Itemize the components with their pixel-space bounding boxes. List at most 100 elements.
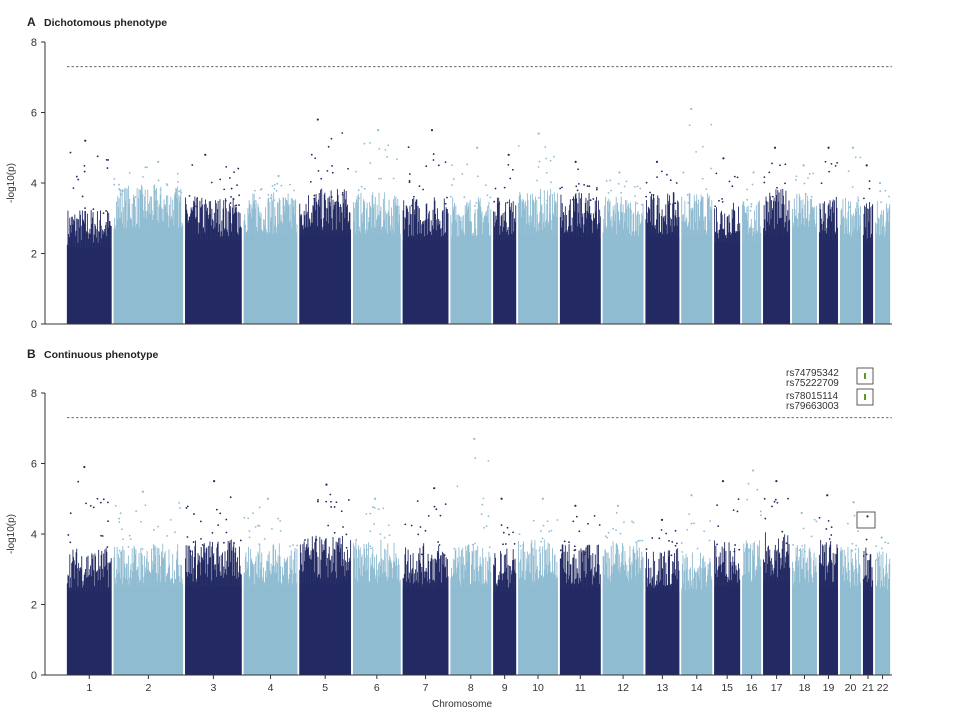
chromosome-21-points xyxy=(862,515,874,675)
snp-density-block xyxy=(763,235,790,324)
snp-point xyxy=(269,197,272,200)
snp-point xyxy=(623,185,626,188)
snp-point xyxy=(114,504,117,507)
snp-point xyxy=(72,187,75,190)
snp-point xyxy=(437,541,440,543)
snp-point xyxy=(573,545,576,548)
snp-point xyxy=(665,532,668,535)
snp-point xyxy=(119,512,122,515)
snp-peak-point xyxy=(84,139,87,142)
snp-peak-point xyxy=(325,483,328,486)
snp-point xyxy=(224,199,227,202)
snp-point xyxy=(661,170,663,173)
x-tick-label: 22 xyxy=(877,682,889,694)
annotation-box xyxy=(856,367,874,385)
snp-point xyxy=(340,510,343,513)
snp-point xyxy=(587,522,589,525)
snp-point xyxy=(578,530,581,533)
y-tick-label: 2 xyxy=(31,249,37,261)
snp-point xyxy=(509,177,512,180)
snp-point xyxy=(498,202,501,205)
annotation-highlight-box xyxy=(856,511,876,529)
snp-point xyxy=(327,524,330,527)
snp-point xyxy=(157,179,160,182)
snp-point xyxy=(639,187,642,190)
snp-point xyxy=(248,530,251,533)
snp-point xyxy=(69,541,72,544)
snp-point xyxy=(468,553,471,556)
snp-point xyxy=(605,180,608,182)
snp-point xyxy=(545,171,548,174)
snp-point xyxy=(846,522,849,525)
x-tick-label: 17 xyxy=(771,682,783,694)
snp-point xyxy=(589,199,592,202)
snp-point xyxy=(152,548,155,551)
snp-point xyxy=(787,497,789,500)
snp-point xyxy=(820,182,823,185)
snp-point xyxy=(252,512,254,515)
snp-point xyxy=(118,183,120,186)
snp-point xyxy=(141,194,144,197)
snp-point xyxy=(774,498,777,501)
snp-point xyxy=(408,180,411,182)
snp-point xyxy=(92,208,95,211)
snp-density-block xyxy=(681,593,713,675)
snp-density-block xyxy=(493,591,517,675)
snp-point xyxy=(101,535,104,537)
chromosome-1-points xyxy=(66,139,112,324)
snp-point xyxy=(347,499,350,501)
snp-point xyxy=(384,148,387,151)
snp-point xyxy=(296,544,298,547)
snp-point xyxy=(830,526,833,529)
snp-peak-point xyxy=(213,480,216,483)
snp-point xyxy=(480,513,483,515)
snp-point xyxy=(504,543,507,545)
snp-point xyxy=(273,199,276,202)
snp-peak-point xyxy=(660,518,664,522)
snp-point xyxy=(548,530,551,533)
snp-point xyxy=(880,201,882,204)
snp-peak-point xyxy=(141,490,145,493)
snp-point xyxy=(419,526,422,528)
snp-point xyxy=(868,180,871,183)
snp-peak-point xyxy=(616,504,620,507)
snp-point xyxy=(192,541,195,543)
snp-point xyxy=(225,531,228,534)
snp-point xyxy=(358,197,360,200)
snp-point xyxy=(747,549,750,552)
snp-peak-point xyxy=(800,511,803,514)
snp-point xyxy=(604,535,607,538)
snp-point xyxy=(363,142,366,145)
snp-point xyxy=(263,537,266,540)
snp-point xyxy=(532,519,535,522)
snp-point xyxy=(253,189,256,192)
snp-point xyxy=(121,528,123,531)
snp-peak-point xyxy=(878,181,882,185)
y-tick-label: 0 xyxy=(31,670,37,682)
snp-point xyxy=(273,183,276,186)
snp-point xyxy=(279,520,282,522)
snp-point xyxy=(656,176,658,179)
snp-point xyxy=(701,177,704,180)
snp-point xyxy=(539,530,542,532)
snp-point xyxy=(373,507,376,509)
snp-density-block xyxy=(792,588,817,675)
snp-point xyxy=(383,536,386,539)
snp-point xyxy=(708,539,711,542)
snp-point xyxy=(802,527,805,530)
snp-point xyxy=(176,172,179,175)
snp-point xyxy=(596,186,598,189)
chromosome-3-points xyxy=(185,153,242,324)
snp-point xyxy=(484,184,487,187)
snp-density-block xyxy=(819,240,838,324)
snp-point xyxy=(369,142,372,144)
snp-point xyxy=(572,198,574,201)
snp-point xyxy=(494,187,497,190)
snp-point xyxy=(481,503,484,506)
snp-point xyxy=(335,501,338,504)
snp-point xyxy=(144,166,147,169)
snp-density-block xyxy=(402,240,449,324)
snp-point xyxy=(519,545,522,547)
snp-point xyxy=(211,531,214,534)
snp-point xyxy=(763,181,766,184)
